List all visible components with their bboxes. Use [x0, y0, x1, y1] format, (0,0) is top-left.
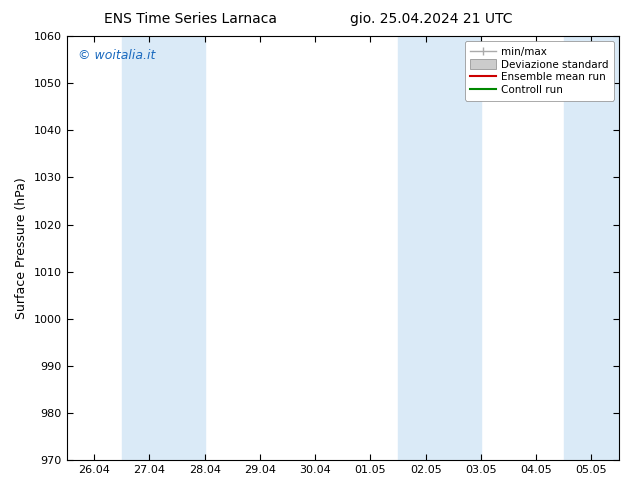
Bar	[122, 36, 205, 460]
Legend: min/max, Deviazione standard, Ensemble mean run, Controll run: min/max, Deviazione standard, Ensemble m…	[465, 41, 614, 100]
Text: ENS Time Series Larnaca: ENS Time Series Larnaca	[104, 12, 276, 26]
Bar	[398, 36, 481, 460]
Text: © woitalia.it: © woitalia.it	[77, 49, 155, 62]
Y-axis label: Surface Pressure (hPa): Surface Pressure (hPa)	[15, 177, 28, 319]
Text: gio. 25.04.2024 21 UTC: gio. 25.04.2024 21 UTC	[350, 12, 512, 26]
Bar	[564, 36, 619, 460]
